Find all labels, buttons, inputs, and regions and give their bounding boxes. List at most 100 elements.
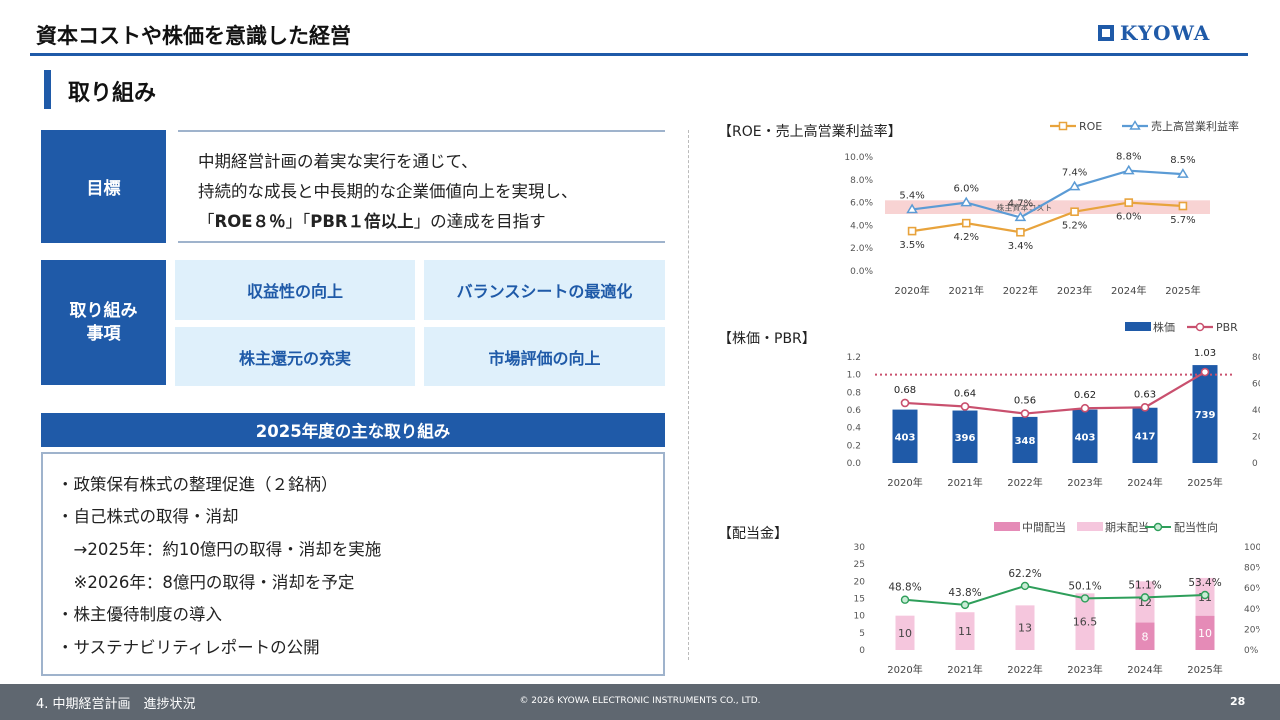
y-right-tick-label: 80% — [1244, 564, 1260, 574]
stock-price-label: 739 — [1195, 410, 1216, 421]
x-tick-label: 2021年 — [947, 663, 982, 676]
x-tick-label: 2023年 — [1057, 284, 1092, 297]
y-right-tick-label: 200 — [1252, 433, 1260, 443]
action-item-market-valuation: 市場評価の向上 — [424, 327, 665, 386]
y-left-tick-label: 0.2 — [847, 441, 861, 451]
list-item: ・自己株式の取得・消却 — [57, 507, 239, 526]
pbr-data-label: 1.03 — [1194, 348, 1216, 359]
y-left-tick-label: 5 — [859, 629, 865, 639]
pbr-point — [1080, 403, 1090, 413]
goal-box: 中期経営計画の着実な実行を通じて、 持続的な成長と中長期的な企業価値向上を実現し… — [178, 130, 665, 243]
margin-data-label: 4.7% — [1008, 198, 1033, 209]
x-tick-label: 2021年 — [949, 284, 984, 297]
stock-price-bar — [1012, 416, 1038, 463]
stock-price-bar — [952, 410, 978, 463]
y-right-tick-label: 600 — [1252, 380, 1260, 390]
y-left-tick-label: 0.8 — [847, 388, 862, 398]
roe-point — [1124, 198, 1134, 207]
action-item-profitability: 収益性の向上 — [175, 260, 415, 320]
y-right-tick-label: 100% — [1244, 543, 1260, 553]
margin-data-label: 7.4% — [1062, 168, 1087, 179]
legend-payout-marker — [1153, 522, 1163, 532]
roe-data-label: 3.5% — [899, 240, 924, 251]
payout-ratio-point — [1200, 590, 1210, 600]
y-tick-label: 10.0% — [844, 153, 873, 163]
y-tick-label: 4.0% — [850, 221, 873, 231]
y-tick-label: 6.0% — [850, 199, 873, 209]
y-right-tick-label: 40% — [1244, 605, 1260, 615]
payout-ratio-label: 43.8% — [948, 587, 981, 599]
x-tick-label: 2024年 — [1111, 284, 1146, 297]
payout-ratio-point — [1080, 594, 1090, 603]
list-item: ・政策保有株式の整理促進（２銘柄） — [57, 475, 338, 494]
roe-data-label: 5.7% — [1170, 215, 1195, 226]
legend-roe-label: ROE — [1079, 120, 1102, 133]
roe-data-label: 4.2% — [954, 232, 979, 243]
legend-stock-swatch — [1125, 322, 1151, 331]
footer-section-label: 4. 中期経営計画 進捗状況 — [36, 697, 196, 712]
actions-label: 取り組み 事項 — [41, 260, 166, 385]
y-right-tick-label: 20% — [1244, 625, 1260, 635]
legend-interim-label: 中間配当 — [1022, 520, 1066, 534]
x-tick-label: 2021年 — [947, 476, 982, 489]
y-right-tick-label: 400 — [1252, 406, 1260, 416]
x-tick-label: 2025年 — [1187, 663, 1222, 676]
x-tick-label: 2024年 — [1127, 476, 1162, 489]
goal-line-1: 中期経営計画の着実な実行を通じて、 — [198, 152, 478, 171]
interim-dividend-label: 8 — [1142, 630, 1149, 643]
y-left-tick-label: 1.2 — [847, 353, 861, 363]
y-right-tick-label: 800 — [1252, 353, 1260, 363]
roe-point — [961, 218, 971, 228]
y-right-tick-label: 0% — [1244, 646, 1259, 656]
stock-price-label: 403 — [895, 432, 916, 443]
list-item: →2025年：約10億円の取得・消却を実施 — [57, 540, 382, 559]
payout-ratio-point — [1140, 593, 1150, 602]
pbr-point — [960, 402, 970, 411]
footer-bar — [0, 684, 1280, 720]
x-tick-label: 2025年 — [1165, 284, 1200, 297]
legend-pbr-marker — [1195, 322, 1205, 332]
company-logo: KYOWA — [1098, 21, 1248, 45]
margin-data-label: 6.0% — [954, 184, 979, 195]
payout-ratio-label: 62.2% — [1008, 568, 1041, 580]
y-tick-label: 8.0% — [850, 176, 873, 186]
pbr-data-label: 0.56 — [1014, 396, 1036, 407]
year-end-dividend-label: 13 — [1018, 622, 1032, 635]
x-tick-label: 2025年 — [1187, 476, 1222, 489]
year-end-dividend-label: 11 — [958, 625, 972, 638]
margin-data-label: 8.5% — [1170, 155, 1195, 166]
logo-mark-icon — [1098, 25, 1114, 41]
stock-price-label: 396 — [955, 433, 976, 444]
x-tick-label: 2024年 — [1127, 663, 1162, 676]
year-end-dividend-label: 10 — [898, 627, 912, 640]
roe-chart: 株主資本コスト 0.0% 2.0% 4.0% 6.0% 8.0% 10.0% 2020年 202… — [844, 119, 1239, 297]
roe-point — [1178, 201, 1188, 211]
stock-price-bar — [1192, 365, 1218, 463]
year-end-dividend-label: 16.5 — [1073, 616, 1098, 629]
year-end-dividend-bar — [955, 612, 975, 650]
roe-data-label: 3.4% — [1008, 241, 1033, 252]
legend-interim-swatch — [994, 522, 1020, 531]
x-tick-label: 2022年 — [1003, 284, 1038, 297]
list-item: ・株主優待制度の導入 — [57, 605, 222, 624]
legend-margin-label: 売上高営業利益率 — [1151, 119, 1239, 133]
roe-data-label: 5.2% — [1062, 221, 1087, 232]
x-tick-label: 2020年 — [894, 284, 929, 297]
margin-point — [1122, 164, 1135, 175]
section-title: 取り組み — [68, 81, 157, 106]
dividend-chart-title: 【配当金】 — [718, 526, 788, 542]
header-divider — [30, 53, 1248, 56]
stock-price-label: 417 — [1135, 431, 1156, 442]
pbr-point — [1020, 409, 1030, 418]
roe-data-label: 6.0% — [1116, 212, 1141, 223]
x-tick-label: 2020年 — [887, 663, 922, 676]
pbr-data-label: 0.64 — [954, 388, 976, 399]
year-end-dividend-bar — [1075, 593, 1095, 650]
goal-line-3: 「ROE８％」「PBR１倍以上」の達成を目指す — [198, 212, 546, 231]
y-tick-label: 0.0% — [850, 267, 873, 277]
legend-roe-marker — [1058, 121, 1068, 131]
roe-point — [907, 226, 917, 236]
goal-label: 目標 — [41, 130, 166, 243]
column-divider — [688, 130, 689, 660]
year-end-dividend-bar — [1015, 605, 1035, 650]
